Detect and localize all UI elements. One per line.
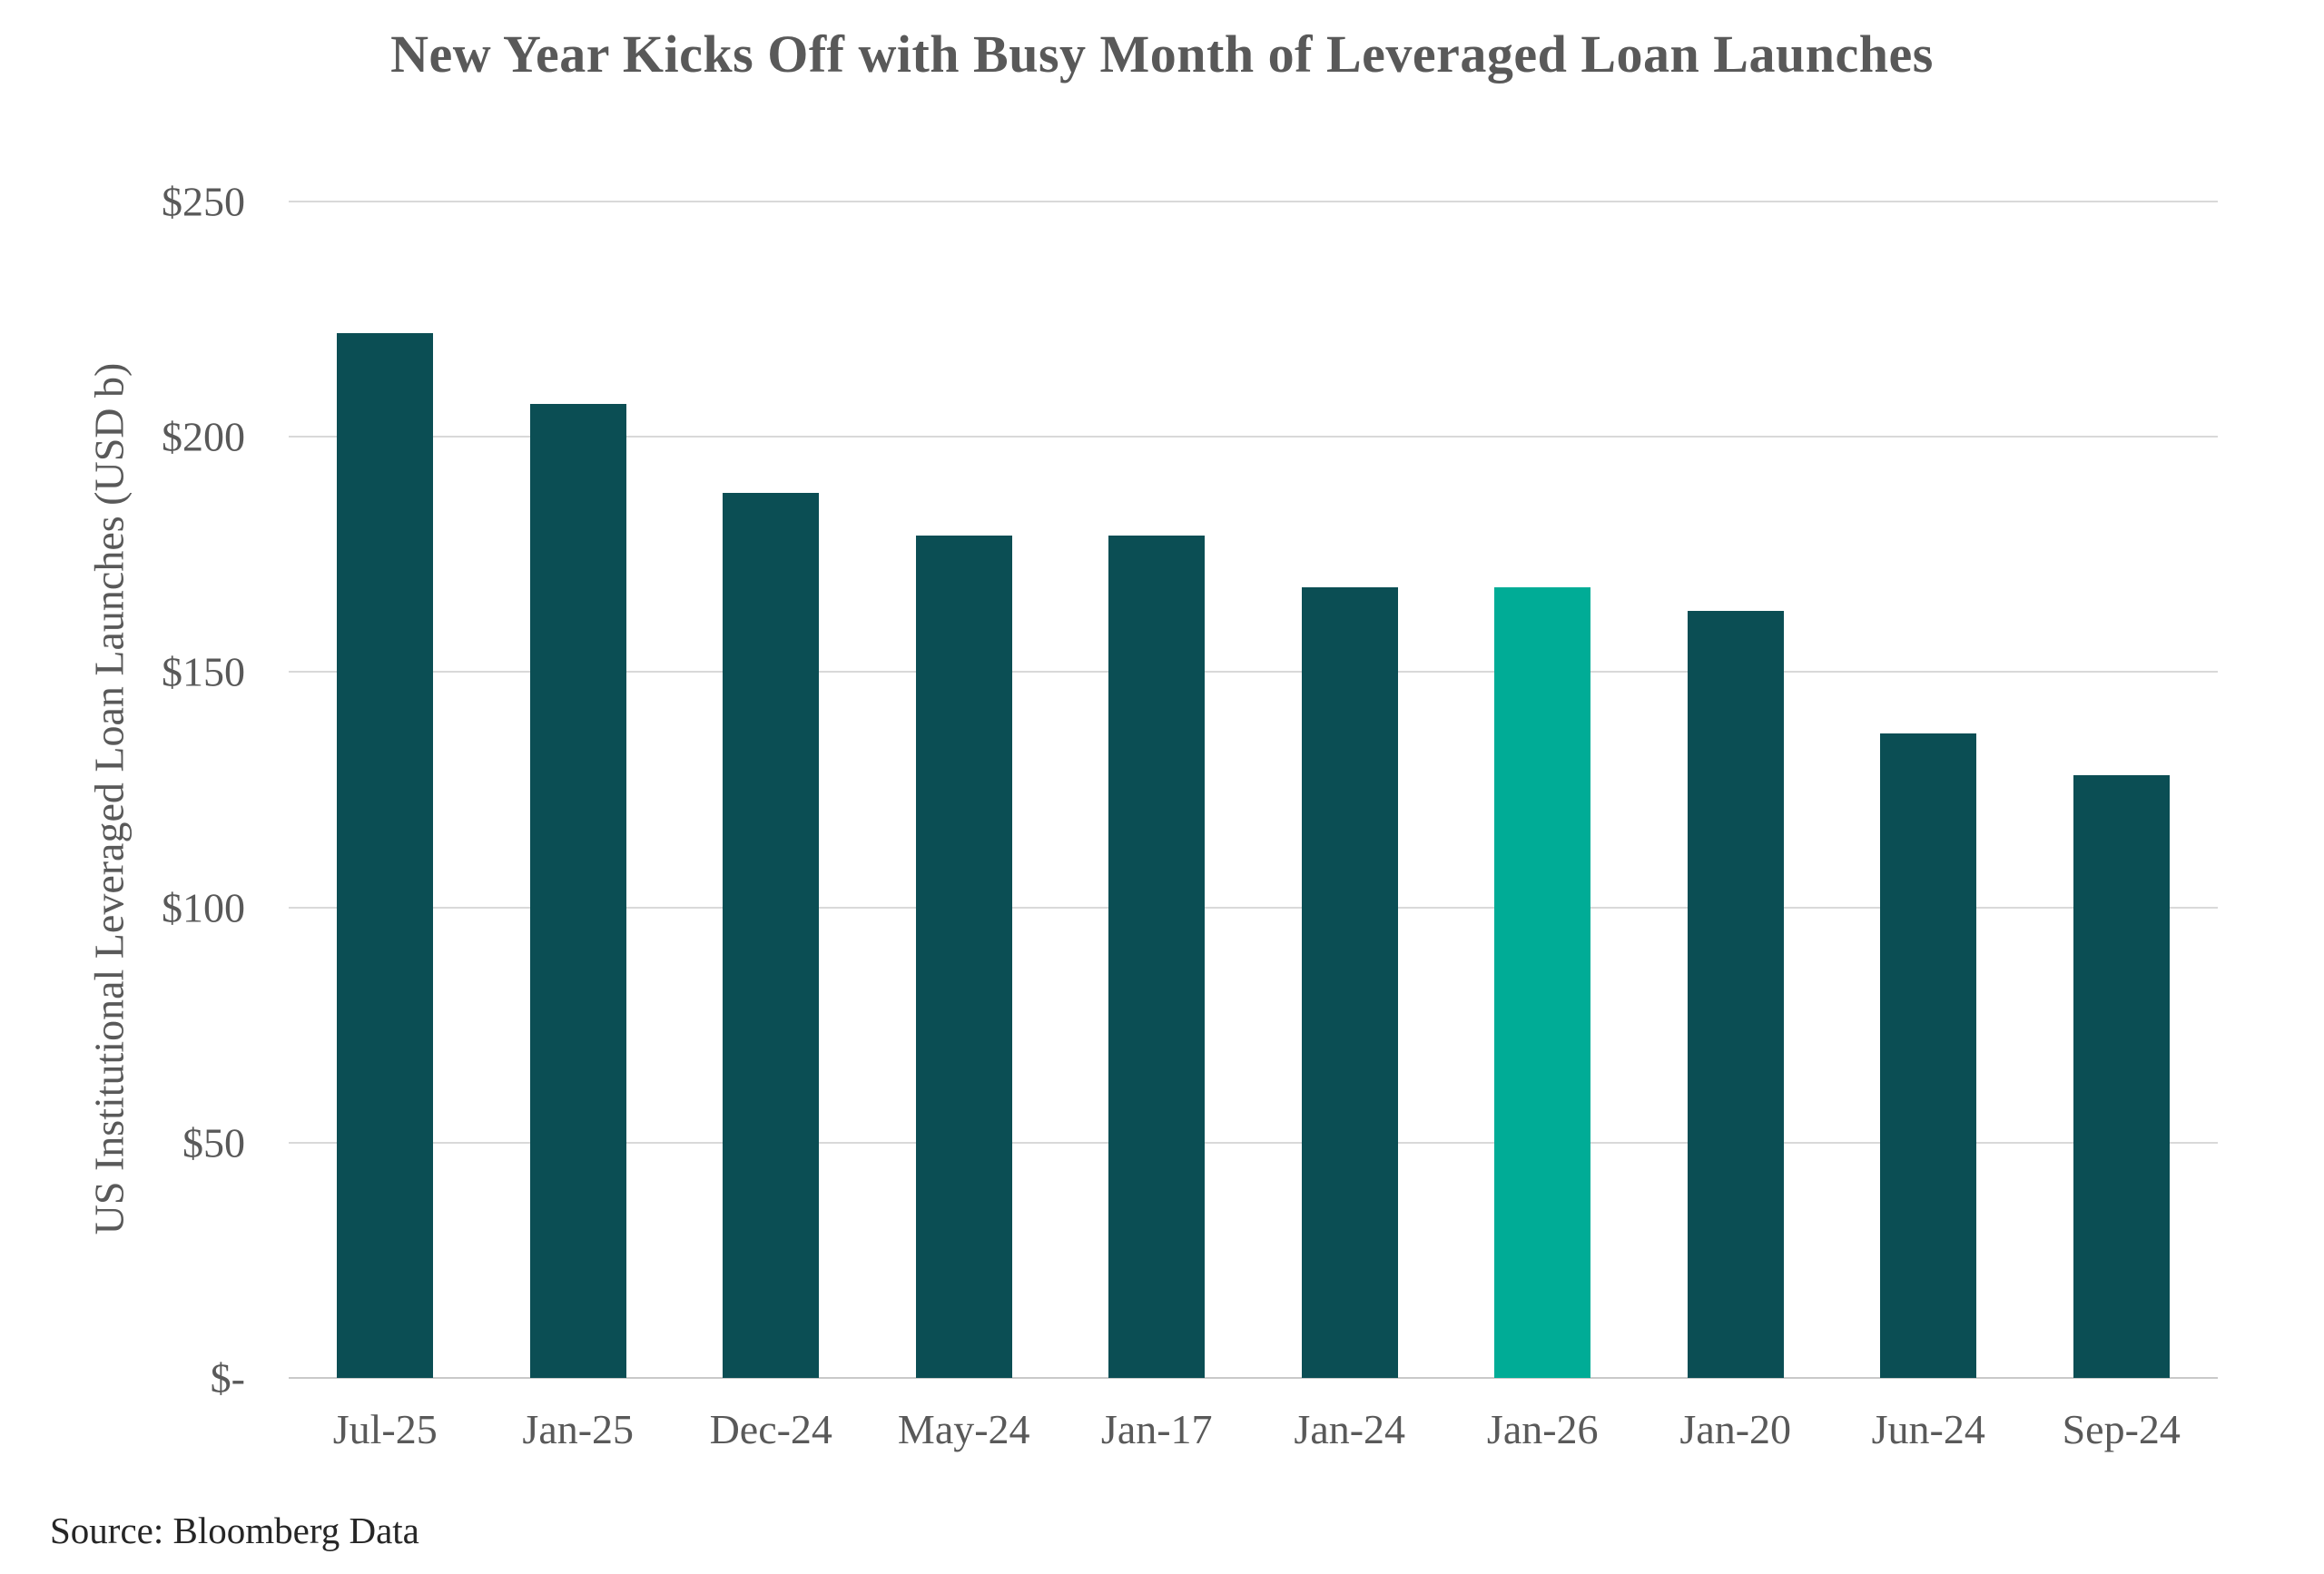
y-tick-label-0: $-: [210, 1354, 245, 1402]
y-tick-label-100: $100: [162, 884, 245, 931]
bar-jun-24: [1880, 733, 1977, 1378]
x-tick-label-jan-17: Jan-17: [1100, 1406, 1213, 1452]
gridline-150: [289, 671, 2218, 674]
bar-jan-24: [1301, 587, 1398, 1378]
bar-slot-jun-24: [1832, 202, 2025, 1378]
x-tick-label-jan-26: Jan-26: [1486, 1406, 1599, 1452]
bar-slot-jan-17: [1060, 202, 1254, 1378]
x-tick-labels: Jul-25 Jan-25 Dec-24 May-24 Jan-17 Jan-24 Jan-…: [289, 1405, 2218, 1453]
gridline-200: [289, 436, 2218, 438]
y-tick-label-200: $200: [162, 413, 245, 460]
x-axis-line: [289, 1377, 2218, 1379]
bars-container: [289, 202, 2218, 1378]
bar-slot-jan-24: [1254, 202, 1447, 1378]
plot-area: [289, 201, 2218, 1379]
gridline-250: [289, 201, 2218, 202]
x-tick-label-jan-24: Jan-24: [1294, 1406, 1406, 1452]
x-tick-label-jul-25: Jul-25: [332, 1406, 438, 1452]
bar-slot-jan-25: [482, 202, 675, 1378]
gridline-50: [289, 1141, 2218, 1144]
bar-sep-24: [2073, 775, 2170, 1378]
bar-slot-jul-25: [289, 202, 482, 1378]
bar-jan-20: [1687, 611, 1784, 1378]
bar-jan-25: [529, 403, 626, 1378]
x-tick-label-dec-24: Dec-24: [709, 1406, 832, 1452]
y-tick-label-150: $150: [162, 648, 245, 695]
y-tick-label-250: $250: [162, 178, 245, 225]
chart-title: New Year Kicks Off with Busy Month of Le…: [390, 25, 1934, 84]
bar-slot-dec-24: [675, 202, 868, 1378]
bar-jan-26: [1494, 587, 1591, 1378]
source-note: Source: Bloomberg Data: [50, 1510, 419, 1551]
bar-jan-17: [1108, 536, 1206, 1378]
x-tick-label-jun-24: Jun-24: [1871, 1406, 1985, 1452]
y-axis-title: US Institutional Leveraged Loan Launches…: [85, 362, 133, 1235]
bar-may-24: [915, 536, 1012, 1378]
bar-dec-24: [723, 493, 820, 1378]
x-tick-label-jan-20: Jan-20: [1679, 1406, 1792, 1452]
gridline-100: [289, 906, 2218, 909]
x-tick-label-sep-24: Sep-24: [2062, 1406, 2181, 1452]
y-tick-label-50: $50: [182, 1119, 245, 1166]
x-tick-label-jan-25: Jan-25: [522, 1406, 635, 1452]
bar-slot-sep-24: [2025, 202, 2219, 1378]
x-tick-label-may-24: May-24: [897, 1406, 1030, 1452]
bar-slot-may-24: [868, 202, 1061, 1378]
bar-slot-jan-20: [1640, 202, 1833, 1378]
bar-jul-25: [337, 333, 434, 1378]
bar-slot-jan-26: [1446, 202, 1640, 1378]
